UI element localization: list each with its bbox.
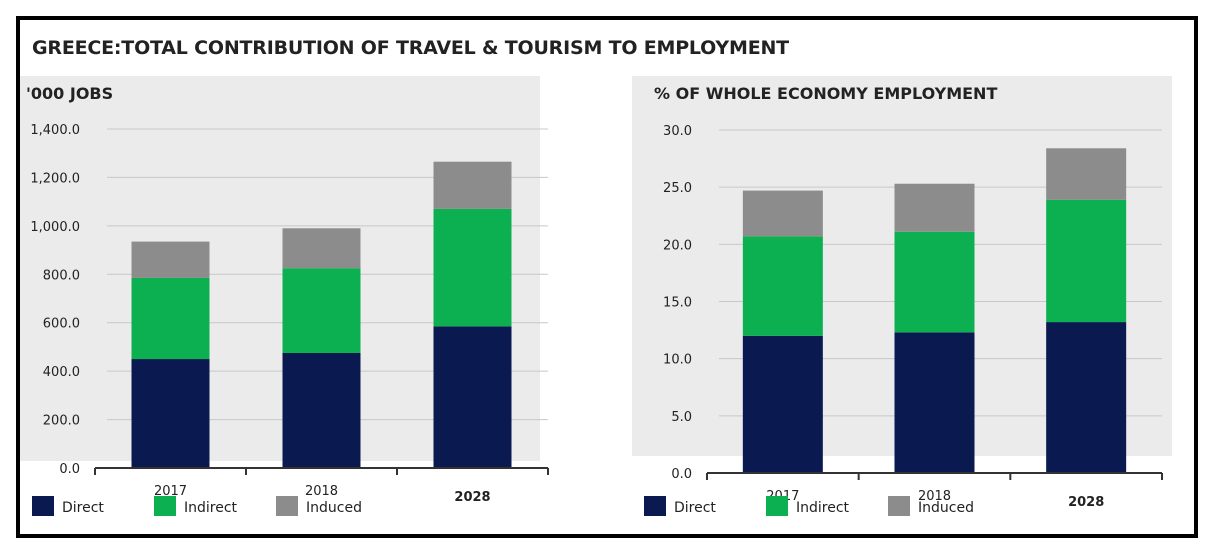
bar-induced-2028: [1046, 148, 1127, 200]
y-tick-label: 25.0: [663, 181, 692, 196]
x-tick-label: 2018: [305, 484, 338, 499]
bar-direct-2018: [894, 332, 975, 473]
legend-swatch-direct: [644, 496, 666, 516]
bar-induced-2028: [433, 161, 512, 209]
legend-swatch-induced: [888, 496, 910, 516]
bar-indirect-2017: [742, 236, 823, 336]
bar-direct-2017: [742, 335, 823, 473]
y-tick-label: 400.0: [43, 365, 80, 380]
bar-indirect-2018: [894, 231, 975, 333]
bar-induced-2018: [894, 183, 975, 232]
y-tick-label: 15.0: [663, 296, 692, 311]
y-tick-label: 1,400.0: [30, 123, 80, 138]
legend-label-induced: Induced: [306, 500, 362, 516]
y-tick-label: 20.0: [663, 238, 692, 253]
legend-label-direct: Direct: [674, 500, 716, 516]
y-tick-label: 10.0: [663, 353, 692, 368]
chart-title: % OF WHOLE ECONOMY EMPLOYMENT: [654, 84, 997, 103]
legend-swatch-indirect: [766, 496, 788, 516]
y-tick-label: 800.0: [43, 268, 80, 283]
bar-direct-2018: [282, 352, 361, 468]
y-tick-label: 1,000.0: [30, 220, 80, 235]
bar-induced-2017: [742, 190, 823, 237]
y-tick-label: 30.0: [663, 124, 692, 139]
bar-indirect-2018: [282, 268, 361, 353]
x-tick-label: 2017: [154, 484, 187, 499]
x-tick-label: 2018: [918, 489, 951, 504]
legend-label-direct: Direct: [62, 500, 104, 516]
bar-indirect-2028: [1046, 199, 1127, 323]
y-tick-label: 200.0: [43, 414, 80, 429]
legend-label-induced: Induced: [918, 500, 974, 516]
y-tick-label: 1,200.0: [30, 171, 80, 186]
legend-label-indirect: Indirect: [184, 500, 238, 516]
right-chart-percent: % OF WHOLE ECONOMY EMPLOYMENT 0.0 5.0 10.0 1…: [632, 76, 1172, 516]
bar-induced-2017: [131, 241, 210, 278]
page-title: GREECE:TOTAL CONTRIBUTION OF TRAVEL & TO…: [32, 37, 789, 59]
legend-label-indirect: Indirect: [796, 500, 850, 516]
left-chart-jobs: '000 JOBS 0.0 200.0 400.0 600.0 800.0 1,000.0 1…: [20, 76, 549, 516]
y-tick-label: 0.0: [59, 462, 80, 477]
bar-indirect-2028: [433, 208, 512, 327]
chart-title: '000 JOBS: [26, 84, 113, 103]
x-tick-label: 2028: [1068, 495, 1104, 510]
bar-direct-2028: [433, 326, 512, 468]
bar-direct-2028: [1046, 322, 1127, 473]
bar-induced-2018: [282, 228, 361, 269]
legend-swatch-direct: [32, 496, 54, 516]
legend-swatch-induced: [276, 496, 298, 516]
y-tick-label: 0.0: [671, 467, 692, 482]
bar-direct-2017: [131, 359, 210, 468]
y-tick-label: 5.0: [671, 410, 692, 425]
legend-swatch-indirect: [154, 496, 176, 516]
bar-indirect-2017: [131, 277, 210, 360]
y-tick-label: 600.0: [43, 317, 80, 332]
x-tick-label: 2028: [454, 490, 490, 505]
